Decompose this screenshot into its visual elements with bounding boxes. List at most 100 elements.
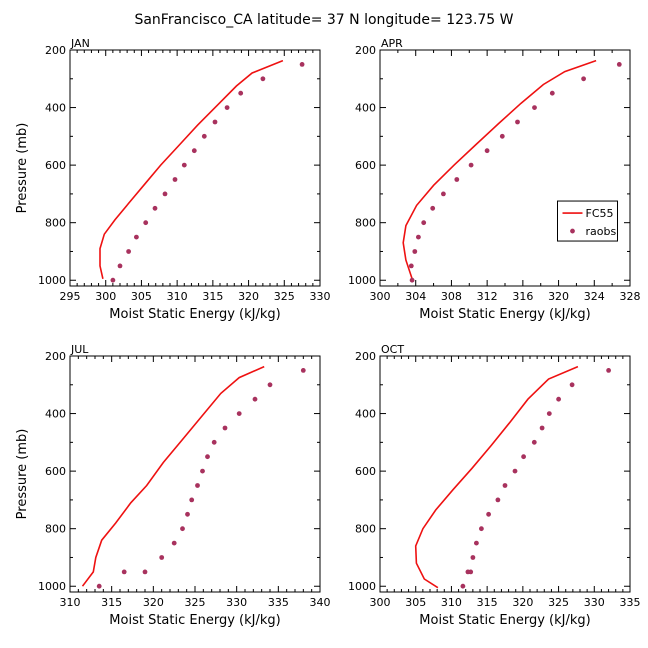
x-tick-label: 335 xyxy=(268,596,289,609)
raob-point xyxy=(430,205,436,211)
raob-point xyxy=(180,526,185,532)
raob-point xyxy=(470,555,476,560)
raob-point xyxy=(546,411,552,416)
x-tick-label: 320 xyxy=(512,596,533,609)
raob-point xyxy=(191,148,197,154)
chart-panel-jul: 310 315 320 325 330 335 340 200 400 600 800 1000 JUL… xyxy=(15,343,331,628)
x-tick-label: 324 xyxy=(584,290,605,303)
raob-point xyxy=(110,277,116,283)
plot-frame xyxy=(379,355,631,593)
x-tick-label: 310 xyxy=(167,290,188,303)
panels-container: 295 300 305 310 315 320 325 330 200 400 600 800 1000… xyxy=(15,37,641,628)
x-tick-label: 330 xyxy=(310,290,331,303)
x-tick-label: 325 xyxy=(274,290,295,303)
raob-point xyxy=(409,277,415,283)
legend-entry-fc55: FC55 xyxy=(586,207,614,220)
raob-point xyxy=(189,497,195,503)
x-tick-label: 300 xyxy=(95,290,116,303)
x-axis-label: Moist Static Energy (kJ/kg) xyxy=(109,613,280,628)
raob-point xyxy=(195,483,200,488)
raob-point xyxy=(96,583,102,589)
raob-point xyxy=(412,249,418,254)
raob-point xyxy=(181,162,187,168)
plot-frame xyxy=(69,355,321,593)
raob-point xyxy=(205,454,210,460)
x-tick-label: 312 xyxy=(477,290,498,303)
x-tick-label: 310 xyxy=(60,596,81,609)
raob-point xyxy=(581,76,586,82)
raob-point xyxy=(185,511,190,517)
raob-point xyxy=(142,569,148,575)
raob-point xyxy=(212,119,218,125)
y-tick-label: 1000 xyxy=(348,580,376,593)
x-tick-label: 335 xyxy=(620,596,641,609)
panel-label: JAN xyxy=(70,37,90,50)
raob-point xyxy=(200,468,205,474)
x-tick-label: 305 xyxy=(131,290,152,303)
raob-point xyxy=(502,483,508,488)
raob-point xyxy=(454,177,460,182)
x-tick-label: 325 xyxy=(185,596,206,609)
raob-point xyxy=(539,425,545,431)
x-tick-label: 330 xyxy=(226,596,247,609)
y-tick-label: 400 xyxy=(355,408,376,421)
x-tick-label: 305 xyxy=(405,596,426,609)
raob-point xyxy=(479,526,484,532)
x-tick-label: 315 xyxy=(477,596,498,609)
raob-point xyxy=(238,90,244,96)
x-tick-label: 328 xyxy=(620,290,641,303)
y-tick-label: 600 xyxy=(45,159,66,172)
x-tick-label: 330 xyxy=(584,596,605,609)
raob-point xyxy=(211,439,217,445)
raob-point xyxy=(549,90,555,96)
y-tick-label: 200 xyxy=(355,350,376,363)
raob-point xyxy=(300,368,306,373)
y-tick-label: 200 xyxy=(45,350,66,363)
raob-point xyxy=(171,540,177,546)
raob-point xyxy=(299,62,305,67)
y-tick-label: 1000 xyxy=(348,274,376,287)
raob-point xyxy=(252,396,258,402)
y-tick-label: 400 xyxy=(45,408,66,421)
raob-point xyxy=(484,148,490,154)
raob-point xyxy=(260,76,266,82)
raob-point xyxy=(172,177,178,182)
y-tick-label: 600 xyxy=(355,159,376,172)
chart-panel-jan: 295 300 305 310 315 320 325 330 200 400 600 800 1000… xyxy=(15,37,331,322)
raob-point xyxy=(117,263,123,269)
raob-point xyxy=(499,133,505,139)
raob-point xyxy=(486,511,491,517)
x-tick-label: 316 xyxy=(512,290,533,303)
model-profile-line xyxy=(414,365,579,589)
raob-point xyxy=(421,220,427,226)
panel-label: APR xyxy=(381,37,403,50)
figure-title: SanFrancisco_CA latitude= 37 N longitude… xyxy=(134,12,513,28)
chart-panel-oct: 300 305 310 315 320 325 330 335 200 400 600 800 1000… xyxy=(348,343,641,628)
raob-point xyxy=(162,191,168,197)
x-axis-label: Moist Static Energy (kJ/kg) xyxy=(419,613,590,628)
y-tick-label: 600 xyxy=(45,465,66,478)
raob-point xyxy=(531,439,537,445)
x-tick-label: 325 xyxy=(548,596,569,609)
raob-point xyxy=(465,569,471,575)
x-tick-label: 315 xyxy=(101,596,122,609)
model-profile-line xyxy=(81,365,265,587)
raob-point xyxy=(159,555,165,560)
raob-point xyxy=(152,205,158,211)
raob-point xyxy=(143,220,149,226)
x-tick-label: 310 xyxy=(441,596,462,609)
legend-box xyxy=(557,200,618,242)
y-tick-label: 1000 xyxy=(38,580,66,593)
x-tick-label: 304 xyxy=(405,290,426,303)
raob-point xyxy=(236,411,242,416)
y-tick-label: 800 xyxy=(45,217,66,230)
y-axis-label: Pressure (mb) xyxy=(15,429,30,520)
raob-point xyxy=(460,583,466,589)
plot-frame xyxy=(69,49,321,287)
raob-point xyxy=(515,119,520,125)
y-tick-label: 1000 xyxy=(38,274,66,287)
chart-panel-apr: 300 304 308 312 316 320 324 328 200 400 600 800 1000… xyxy=(348,37,641,322)
raob-point xyxy=(408,263,414,269)
legend-marker-swatch xyxy=(570,228,575,234)
raob-point xyxy=(201,133,207,139)
